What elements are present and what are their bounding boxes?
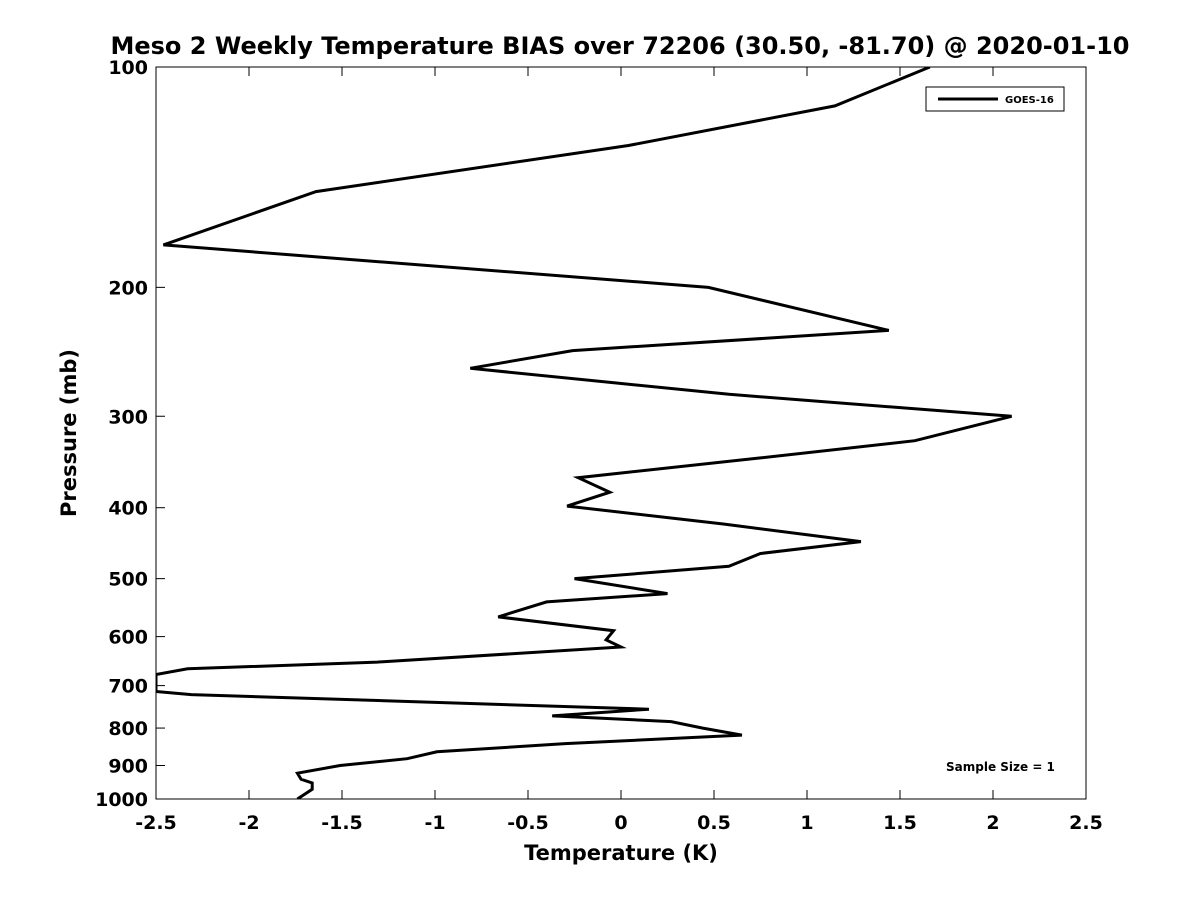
- x-tick-label: -2.5: [135, 812, 177, 834]
- x-tick-label: 0: [614, 812, 627, 834]
- chart-title: Meso 2 Weekly Temperature BIAS over 7220…: [110, 32, 1129, 60]
- x-axis-label: Temperature (K): [524, 841, 718, 865]
- y-tick-label: 300: [108, 406, 148, 428]
- x-tick-label: 2: [986, 812, 999, 834]
- x-tick-label: 0.5: [697, 812, 731, 834]
- y-axis-label: Pressure (mb): [57, 349, 81, 517]
- y-tick-label: 100: [108, 57, 148, 79]
- y-tick-label: 400: [108, 498, 148, 520]
- y-tick-label: 600: [108, 627, 148, 649]
- plot-clip-group: [156, 67, 1012, 799]
- x-axis-ticks: -2.5 -2 -1.5 -1 -0.5 0 0.5 1 1.5 2 2.5: [135, 67, 1103, 834]
- x-tick-label: 2.5: [1069, 812, 1103, 834]
- x-tick-label: -2: [238, 812, 259, 834]
- y-axis-ticks: 100 200 300 400 500 600 700 800 900 1000: [95, 57, 165, 811]
- series-line-goes-16: [156, 67, 1012, 799]
- x-tick-label: -1.5: [321, 812, 363, 834]
- sample-size-annotation: Sample Size = 1: [946, 760, 1055, 774]
- x-tick-label: 1.5: [883, 812, 917, 834]
- plot-area: [155, 66, 1087, 800]
- legend-label-goes-16: GOES-16: [1005, 95, 1054, 106]
- y-tick-label: 200: [108, 277, 148, 299]
- x-tick-label: -1: [424, 812, 445, 834]
- y-tick-label: 1000: [95, 789, 148, 811]
- y-tick-label: 800: [108, 718, 148, 740]
- x-tick-label: 1: [800, 812, 813, 834]
- y-tick-label: 900: [108, 756, 148, 778]
- legend: GOES-16: [925, 86, 1065, 112]
- x-tick-label: -0.5: [507, 812, 549, 834]
- y-tick-label: 500: [108, 569, 148, 591]
- y-tick-label: 700: [108, 676, 148, 698]
